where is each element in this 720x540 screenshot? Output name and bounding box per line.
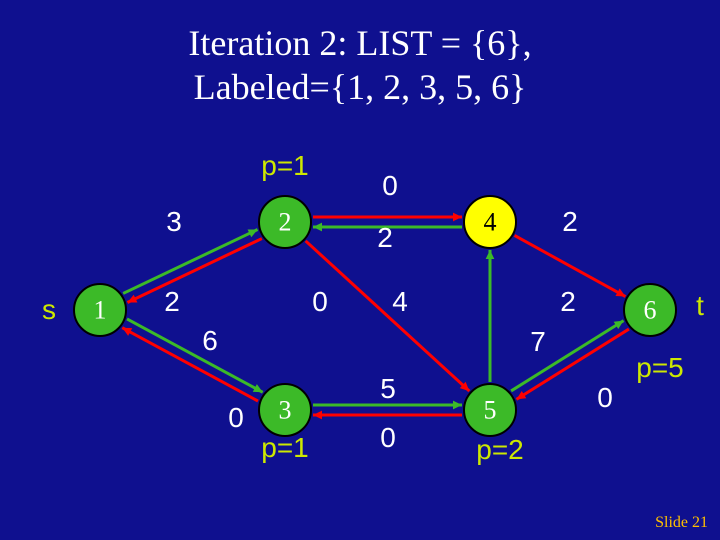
edge-weight-label: 0	[382, 170, 398, 202]
edge-weight-label: 4	[392, 286, 408, 318]
edge-weight-label: 2	[377, 222, 393, 254]
annotation-label: p=5	[636, 352, 684, 384]
svg-text:4: 4	[484, 208, 497, 237]
svg-text:1: 1	[94, 296, 107, 325]
annotation-label: s	[42, 294, 56, 326]
annotation-label: p=1	[261, 432, 309, 464]
svg-text:2: 2	[279, 208, 292, 237]
annotation-label: p=2	[476, 434, 524, 466]
annotation-label: p=1	[261, 150, 309, 182]
edge-weight-label: 6	[202, 325, 218, 357]
slide-number: Slide 21	[655, 514, 708, 532]
svg-text:5: 5	[484, 396, 497, 425]
edge-weight-label: 0	[597, 382, 613, 414]
edge-weight-label: 2	[560, 286, 576, 318]
edge-weight-label: 3	[166, 206, 182, 238]
title-line-1: Iteration 2: LIST = {6},	[0, 22, 720, 64]
edge-weight-label: 2	[562, 206, 578, 238]
edge-weight-label: 2	[164, 286, 180, 318]
edge-weight-label: 0	[228, 402, 244, 434]
edge-weight-label: 5	[380, 373, 396, 405]
edge-weight-label: 7	[530, 326, 546, 358]
svg-text:3: 3	[279, 396, 292, 425]
title-line-2: Labeled={1, 2, 3, 5, 6}	[0, 66, 720, 108]
edge-weight-label: 0	[380, 422, 396, 454]
edge-weight-label: 0	[312, 286, 328, 318]
annotation-label: t	[696, 290, 704, 322]
svg-text:6: 6	[644, 296, 657, 325]
